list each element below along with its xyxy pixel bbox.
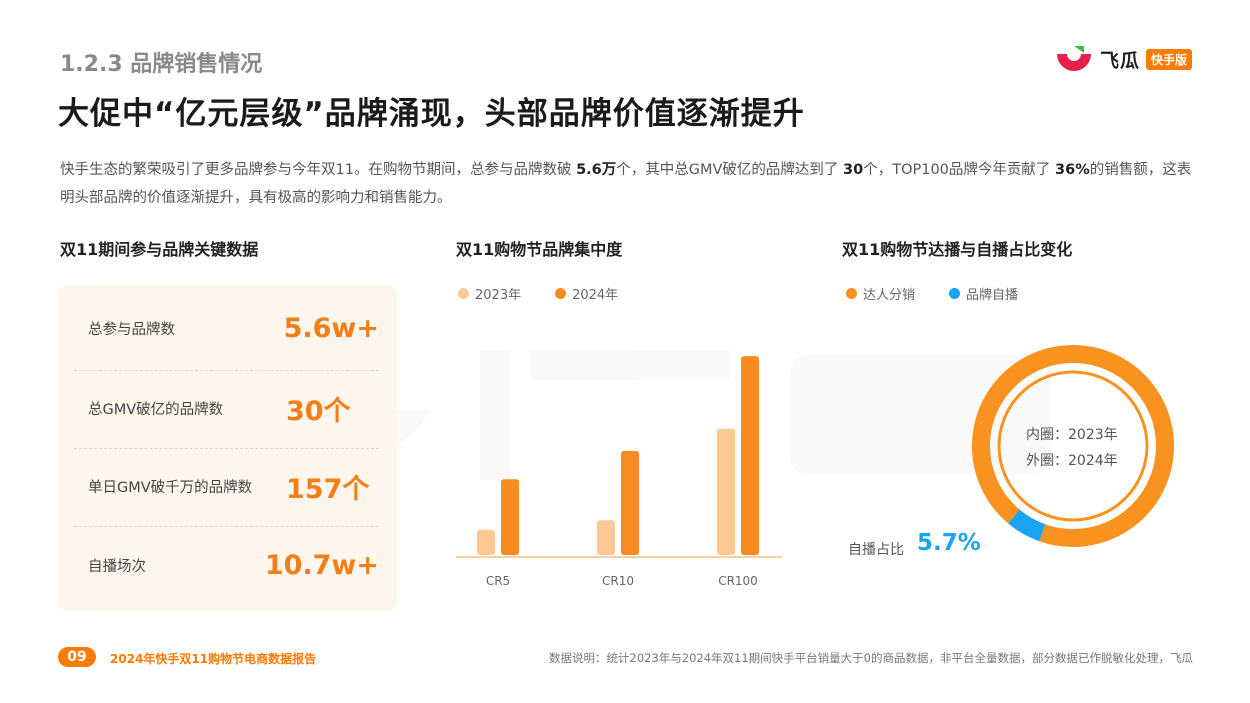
divider xyxy=(74,526,379,527)
divider xyxy=(74,448,379,449)
x-tick-label: CR5 xyxy=(486,574,510,588)
legend-dot-self xyxy=(949,288,961,299)
intro-text-3: 个，TOP100品牌今年贡献了 xyxy=(863,162,1056,178)
live-share-donut-chart xyxy=(972,345,1174,547)
bar-cr100-2024 xyxy=(741,356,759,555)
legend-label-talent: 达人分销 xyxy=(863,288,916,303)
brand-concentration-bar-chart: CR5 CR10 CR100 xyxy=(456,356,782,588)
stat-value: 5.6w+ xyxy=(283,312,379,344)
page-headline: 大促中“亿元层级”品牌涌现，头部品牌价值逐渐提升 xyxy=(58,96,805,132)
divider xyxy=(74,370,379,371)
inner-ring-label: 内圈：2023年 xyxy=(1026,427,1118,443)
bar-cr10-2024 xyxy=(621,450,639,555)
self-ratio-label: 自播占比 xyxy=(848,542,904,558)
bar-cr10-2023 xyxy=(597,520,615,555)
outer-ring-label: 外圈：2024年 xyxy=(1026,453,1118,469)
x-tick-label: CR10 xyxy=(602,574,634,588)
stat-label: 单日GMV破千万的品牌数 xyxy=(88,479,253,496)
intro-text-1: 快手生态的繁荣吸引了更多品牌参与今年双11。在购物节期间，总参与品牌数破 xyxy=(60,162,577,178)
melon-icon xyxy=(1056,46,1091,71)
key-stats-card: 总参与品牌数 5.6w+ 总GMV破亿的品牌数 30个 单日GMV破千万的品牌数… xyxy=(58,285,397,611)
legend-dot-2023 xyxy=(458,288,469,299)
bar-cr100-2023 xyxy=(717,428,735,555)
bar-chart-legend: 2023年 2024年 xyxy=(458,284,618,303)
bar-chart-title: 双11购物节品牌集中度 xyxy=(456,240,623,259)
stat-row-daily-gmv-brands: 单日GMV破千万的品牌数 157个 xyxy=(74,447,379,525)
donut-chart-title: 双11购物节达播与自播占比变化 xyxy=(842,240,1073,259)
stat-row-brands: 总参与品牌数 5.6w+ xyxy=(74,289,379,367)
stat-value: 10.7w+ xyxy=(264,549,379,581)
legend-label-2023: 2023年 xyxy=(475,288,522,303)
stats-title: 双11期间参与品牌关键数据 xyxy=(60,240,259,259)
outer-ring-talent-slice xyxy=(972,345,1174,547)
intro-paragraph: 快手生态的繁荣吸引了更多品牌参与今年双11。在购物节期间，总参与品牌数破 5.6… xyxy=(60,156,1195,212)
bar-cr5-2024 xyxy=(501,479,519,555)
stat-row-self-live: 自播场次 10.7w+ xyxy=(74,526,379,604)
donut-inner-label: 内圈：2023年 外圈：2024年 xyxy=(1026,422,1118,474)
stat-value: 30个 xyxy=(286,395,351,427)
intro-text-4: 的销售额，这表明头部品牌的价值逐渐提升，具有极高的影响力和销售能力。 xyxy=(60,162,1192,206)
legend-label-self: 品牌自播 xyxy=(966,288,1019,303)
bar-cr5-2023 xyxy=(477,529,495,555)
legend-dot-2024 xyxy=(555,288,567,299)
logo-text: 飞瓜 xyxy=(1099,49,1140,72)
intro-highlight-share: 36% xyxy=(1055,162,1090,178)
x-tick-label: CR100 xyxy=(718,574,758,588)
intro-highlight-gmv: 30 xyxy=(843,162,864,178)
stat-label: 总参与品牌数 xyxy=(88,321,175,338)
stat-label: 总GMV破亿的品牌数 xyxy=(88,401,224,418)
inner-ring-talent-slice xyxy=(997,370,1149,522)
stat-value: 157个 xyxy=(286,473,370,505)
intro-text-2: 个，其中总GMV破亿的品牌达到了 xyxy=(616,162,844,178)
section-number-title: 1.2.3 品牌销售情况 xyxy=(60,52,263,77)
legend-label-2024: 2024年 xyxy=(572,288,619,303)
stat-label: 自播场次 xyxy=(88,558,146,575)
page-number: 09 xyxy=(58,647,96,667)
stat-row-gmv-brands: 总GMV破亿的品牌数 30个 xyxy=(74,369,379,447)
outer-ring-self-slice xyxy=(1008,509,1046,542)
self-ratio-value: 5.7% xyxy=(917,530,981,556)
legend-dot-talent xyxy=(846,288,857,299)
data-note: 数据说明：统计2023年与2024年双11期间快手平台销量大于0的商品数据，非平… xyxy=(549,651,1193,665)
donut-legend: 达人分销 品牌自播 xyxy=(846,284,1018,303)
brand-logo: 飞瓜 快手版 xyxy=(1054,44,1192,74)
report-title: 2024年快手双11购物节电商数据报告 xyxy=(110,652,317,666)
logo-badge: 快手版 xyxy=(1145,48,1192,70)
intro-highlight-brands: 5.6万 xyxy=(576,162,617,178)
